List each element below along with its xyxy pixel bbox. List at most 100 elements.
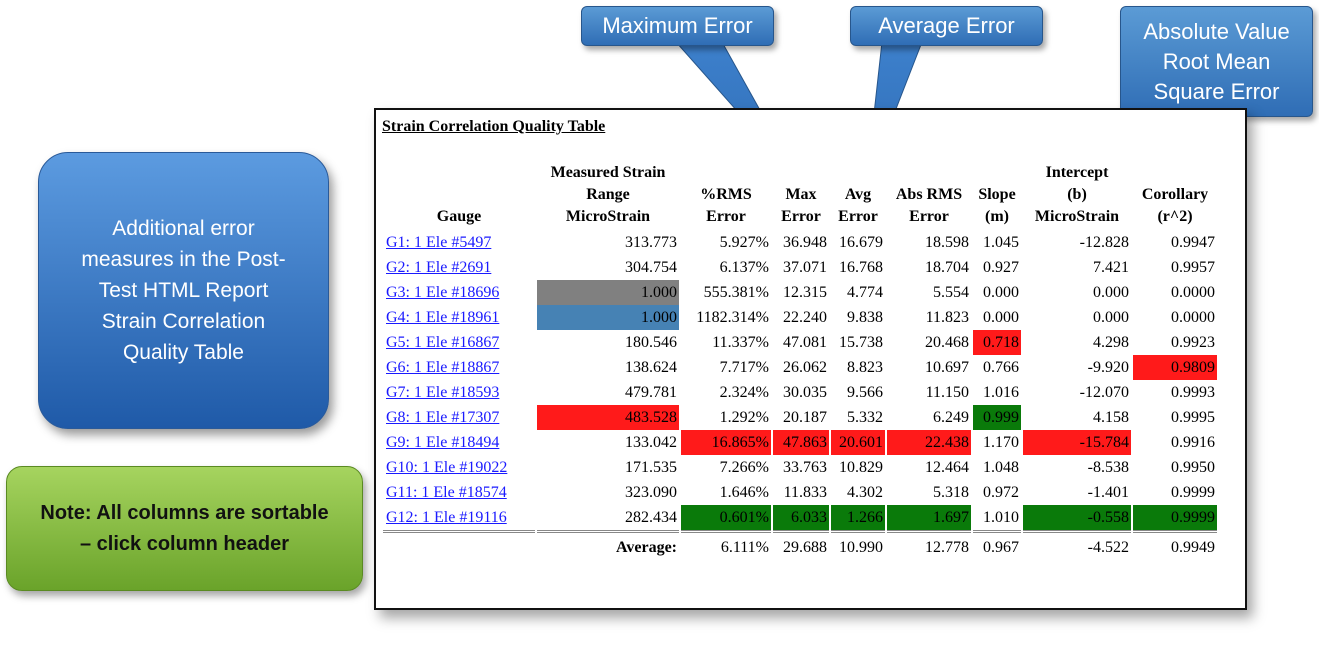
slope-cell: 0.718	[973, 330, 1021, 355]
gauge-link[interactable]: G3: 1 Ele #18696	[386, 283, 500, 301]
intercept-cell: 4.158	[1093, 408, 1129, 426]
max-cell: 47.863	[773, 430, 829, 455]
slope-cell: 0.000	[983, 308, 1019, 326]
header-corollary[interactable]: Corollary (r^2)	[1141, 186, 1209, 225]
slope-cell: 1.010	[983, 508, 1019, 526]
max-cell: 37.071	[783, 258, 827, 276]
gauge-link[interactable]: G11: 1 Ele #18574	[386, 483, 507, 501]
slope-cell: 0.972	[983, 483, 1019, 501]
range-cell: 483.528	[537, 405, 679, 430]
range-cell: 1.000	[537, 280, 679, 305]
corollary-cell: 0.9999	[1133, 505, 1217, 530]
absrms-cell: 18.704	[925, 258, 969, 276]
average-label: Average:	[537, 530, 679, 563]
avg-cell: 8.823	[847, 358, 883, 376]
header-intercept[interactable]: Intercept (b) MicroStrain	[1034, 164, 1120, 225]
gauge-link[interactable]: G10: 1 Ele #19022	[386, 458, 508, 476]
gauge-link[interactable]: G5: 1 Ele #16867	[386, 333, 500, 351]
gauge-link[interactable]: G4: 1 Ele #18961	[386, 308, 500, 326]
gauge-link[interactable]: G2: 1 Ele #2691	[386, 258, 492, 276]
avg-cell: 5.332	[847, 408, 883, 426]
avg-cell: 4.302	[847, 483, 883, 501]
table-row: G11: 1 Ele #18574 323.090 1.646% 11.833 …	[383, 480, 1217, 505]
avg-rms-cell: 6.111%	[681, 530, 771, 563]
slope-cell: 0.766	[983, 358, 1019, 376]
avg-error-callout: Average Error	[850, 6, 1043, 46]
gauge-link[interactable]: G1: 1 Ele #5497	[386, 233, 492, 251]
absrms-cell: 10.697	[925, 358, 969, 376]
sortable-columns-note: Note: All columns are sortable – click c…	[6, 466, 363, 591]
intercept-cell: -9.920	[1087, 358, 1129, 376]
corollary-cell: 0.9809	[1133, 355, 1217, 380]
avg-slope-cell: 0.967	[973, 530, 1021, 563]
corollary-cell: 0.0000	[1171, 308, 1215, 326]
gauge-link[interactable]: G7: 1 Ele #18593	[386, 383, 500, 401]
max-cell: 30.035	[783, 383, 827, 401]
header-gauge[interactable]: Gauge	[436, 208, 482, 225]
rms-cell: 11.337%	[712, 333, 769, 351]
gauge-link[interactable]: G9: 1 Ele #18494	[386, 433, 500, 451]
rms-cell: 5.927%	[719, 233, 769, 251]
table-row: G4: 1 Ele #18961 1.000 1182.314% 22.240 …	[383, 305, 1217, 330]
rms-cell: 1.292%	[719, 408, 769, 426]
range-cell: 304.754	[625, 258, 677, 276]
gauge-link[interactable]: G12: 1 Ele #19116	[386, 508, 507, 526]
max-cell: 12.315	[783, 283, 827, 301]
header-rms-error[interactable]: %RMS Error	[700, 186, 752, 225]
max-cell: 26.062	[783, 358, 827, 376]
intercept-cell: 0.000	[1093, 308, 1129, 326]
slope-cell: 1.048	[983, 458, 1019, 476]
header-slope[interactable]: Slope (m)	[978, 186, 1016, 225]
avg-cell: 9.838	[847, 308, 883, 326]
corollary-cell: 0.9923	[1171, 333, 1215, 351]
error-measures-note: Additional error measures in the Post- T…	[38, 152, 329, 429]
slope-cell: 1.016	[983, 383, 1019, 401]
intercept-cell: 4.298	[1093, 333, 1129, 351]
absrms-cell: 11.823	[925, 308, 969, 326]
strain-correlation-table: Gauge Measured Strain Range MicroStrain …	[381, 162, 1219, 563]
absrms-cell: 6.249	[933, 408, 969, 426]
range-cell: 479.781	[625, 383, 677, 401]
abs-rms-callout: Absolute Value Root Mean Square Error	[1120, 6, 1313, 117]
max-cell: 20.187	[783, 408, 827, 426]
slope-cell: 0.999	[973, 405, 1021, 430]
max-error-callout: Maximum Error	[581, 6, 774, 46]
absrms-cell: 12.464	[925, 458, 969, 476]
corollary-cell: 0.0000	[1171, 283, 1215, 301]
table-row: G1: 1 Ele #5497 313.773 5.927% 36.948 16…	[383, 230, 1217, 255]
avg-avg-cell: 10.990	[831, 530, 885, 563]
gauge-link[interactable]: G8: 1 Ele #17307	[386, 408, 500, 426]
avg-max-cell: 29.688	[773, 530, 829, 563]
slope-cell: 1.045	[983, 233, 1019, 251]
report-window: Strain Correlation Quality Table Gauge M…	[374, 108, 1247, 610]
corollary-cell: 0.9947	[1171, 233, 1215, 251]
max-cell: 36.948	[783, 233, 827, 251]
slope-cell: 1.170	[983, 433, 1019, 451]
avg-absrms-cell: 12.778	[887, 530, 971, 563]
intercept-cell: -0.558	[1023, 505, 1131, 530]
max-cell: 11.833	[783, 483, 827, 501]
max-cell: 33.763	[783, 458, 827, 476]
rms-cell: 2.324%	[719, 383, 769, 401]
range-cell: 282.434	[625, 508, 677, 526]
avg-cell: 20.601	[831, 430, 885, 455]
rms-cell: 0.601%	[681, 505, 771, 530]
table-row: G12: 1 Ele #19116 282.434 0.601% 6.033 1…	[383, 505, 1217, 530]
header-max-error[interactable]: Max Error	[781, 186, 821, 225]
avg-cell: 10.829	[839, 458, 883, 476]
header-abs-rms-error[interactable]: Abs RMS Error	[895, 186, 963, 225]
avg-cell: 16.768	[839, 258, 883, 276]
max-cell: 22.240	[783, 308, 827, 326]
avg-cell: 1.266	[831, 505, 885, 530]
header-measured-range[interactable]: Measured Strain Range MicroStrain	[550, 164, 666, 225]
avg-cell: 15.738	[839, 333, 883, 351]
gauge-link[interactable]: G6: 1 Ele #18867	[386, 358, 500, 376]
intercept-cell: 0.000	[1093, 283, 1129, 301]
slope-cell: 0.927	[983, 258, 1019, 276]
avg-cell: 9.566	[847, 383, 883, 401]
avg-cell: 16.679	[839, 233, 883, 251]
corollary-cell: 0.9950	[1171, 458, 1215, 476]
header-avg-error[interactable]: Avg Error	[838, 186, 878, 225]
corollary-cell: 0.9995	[1171, 408, 1215, 426]
intercept-cell: -8.538	[1087, 458, 1129, 476]
